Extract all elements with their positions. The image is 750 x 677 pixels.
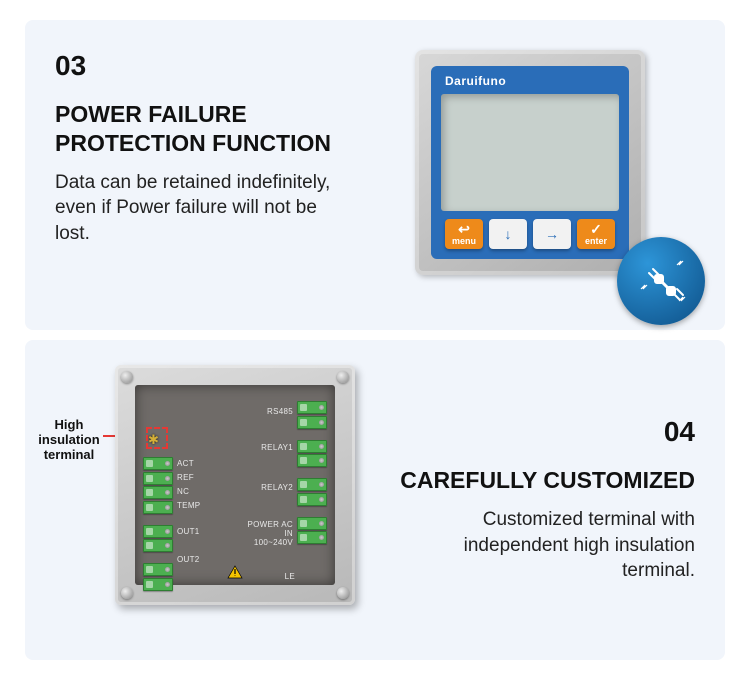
board-label: LE	[285, 572, 295, 581]
terminal	[143, 457, 173, 470]
pcb-backplate: ✱ ACT REF	[135, 385, 335, 585]
enter-label: enter	[585, 236, 607, 246]
right-button: →	[533, 219, 571, 249]
terminal	[143, 501, 173, 514]
terminal	[297, 493, 327, 506]
device-back-illustration: High insulation terminal	[35, 360, 345, 640]
text-column: 03 POWER FAILURE PROTECTION FUNCTION Dat…	[55, 50, 385, 246]
power-badge	[617, 237, 705, 325]
board-label: OUT2	[177, 555, 200, 564]
board-label: REF	[177, 473, 194, 482]
device-front-illustration: Daruifuno ↩ menu ↓ → ✓ enter	[415, 50, 695, 310]
terminal	[297, 469, 327, 477]
terminal	[143, 472, 173, 485]
board-label: ACT	[177, 459, 194, 468]
feature-card-04: High insulation terminal	[25, 340, 725, 660]
terminal	[297, 454, 327, 467]
terminal	[143, 486, 173, 499]
terminal	[297, 517, 327, 530]
corner-screw	[337, 371, 349, 383]
device-button-row: ↩ menu ↓ → ✓ enter	[441, 219, 619, 249]
right-arrow-icon: →	[545, 227, 559, 241]
terminal	[143, 539, 173, 552]
feature-title: POWER FAILURE PROTECTION FUNCTION	[55, 100, 385, 158]
terminal	[297, 531, 327, 544]
return-icon: ↩	[458, 222, 470, 236]
device-face: Daruifuno ↩ menu ↓ → ✓ enter	[431, 66, 629, 259]
terminal	[297, 440, 327, 453]
board-label: OUT1	[177, 527, 200, 536]
feature-title: CAREFULLY CUSTOMIZED	[400, 466, 695, 495]
board-label: TEMP	[177, 501, 200, 510]
warning-icon	[227, 565, 243, 579]
terminal	[143, 515, 173, 523]
terminal	[143, 554, 173, 562]
text-column: 04 CAREFULLY CUSTOMIZED Customized termi…	[375, 416, 695, 584]
check-icon: ✓	[590, 222, 602, 236]
terminal	[297, 478, 327, 491]
terminal	[297, 401, 327, 414]
down-button: ↓	[489, 219, 527, 249]
down-arrow-icon: ↓	[505, 227, 512, 241]
terminal	[143, 563, 173, 576]
insulation-terminal-screw: ✱	[148, 431, 159, 449]
feature-description: Customized terminal with independent hig…	[395, 507, 695, 584]
right-terminal-block	[297, 401, 327, 544]
board-label: RELAY1	[261, 443, 293, 452]
device-front-panel: Daruifuno ↩ menu ↓ → ✓ enter	[415, 50, 645, 275]
menu-label: menu	[452, 236, 476, 246]
menu-button: ↩ menu	[445, 219, 483, 249]
terminal	[297, 507, 327, 515]
corner-screw	[121, 587, 133, 599]
terminal	[297, 416, 327, 429]
board-label: POWER AC IN 100~240V	[243, 521, 293, 547]
feature-number: 03	[55, 50, 385, 82]
terminal	[143, 525, 173, 538]
board-label: NC	[177, 487, 189, 496]
callout-label: High insulation terminal	[31, 418, 107, 463]
device-back-panel: ✱ ACT REF	[115, 365, 355, 605]
board-label: RS485	[267, 407, 293, 416]
terminal	[297, 430, 327, 438]
device-screen	[441, 94, 619, 211]
feature-number: 04	[664, 416, 695, 448]
corner-screw	[337, 587, 349, 599]
feature-card-03: 03 POWER FAILURE PROTECTION FUNCTION Dat…	[25, 20, 725, 330]
terminal	[143, 578, 173, 591]
device-side-panel	[683, 54, 723, 273]
left-terminal-block	[143, 457, 173, 591]
corner-screw	[121, 371, 133, 383]
plug-lightning-icon	[631, 251, 691, 311]
enter-button: ✓ enter	[577, 219, 615, 249]
board-label: RELAY2	[261, 483, 293, 492]
device-brand: Daruifuno	[441, 74, 619, 88]
feature-description: Data can be retained indefinitely, even …	[55, 170, 335, 247]
